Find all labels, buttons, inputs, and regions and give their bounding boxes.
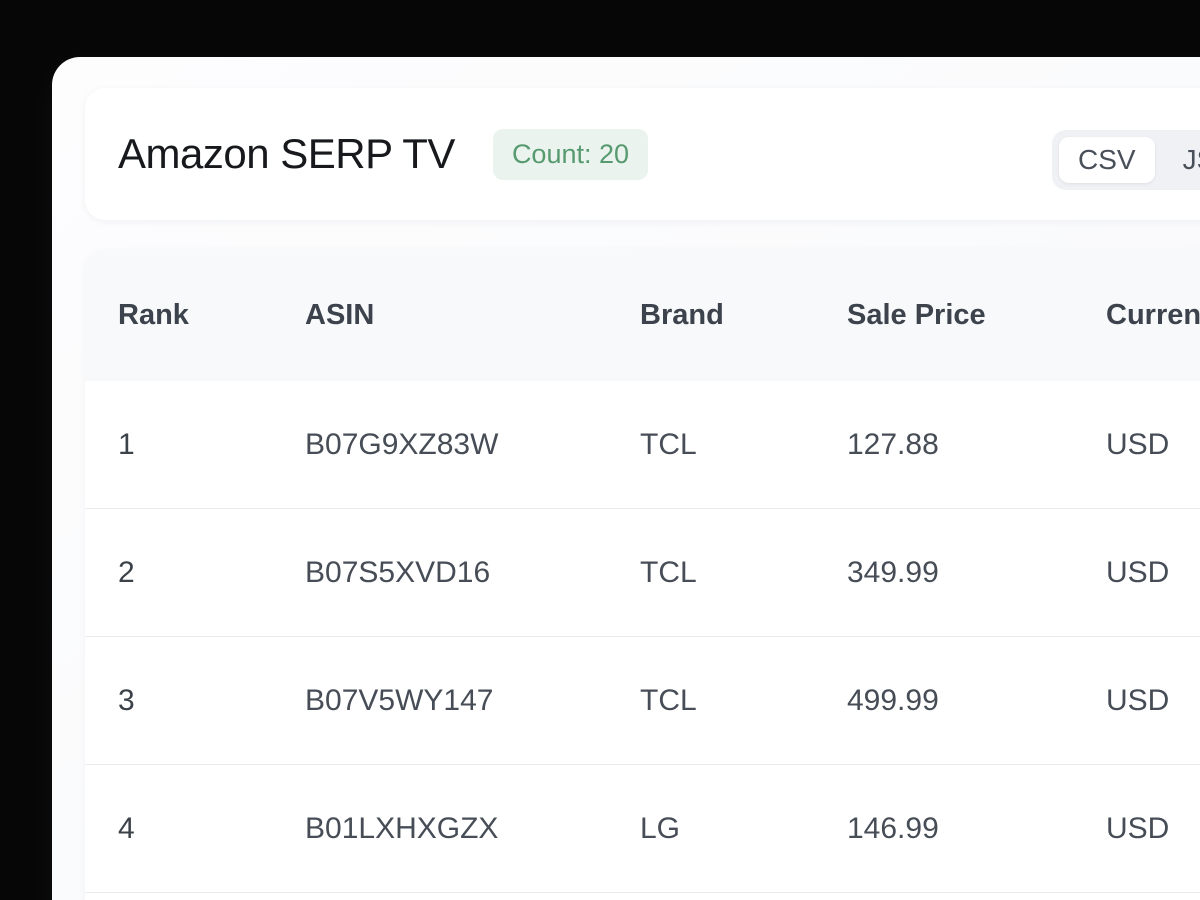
cell-sale-price: 349.99 <box>847 555 939 589</box>
export-format-switch: CSV JSON <box>1052 130 1200 190</box>
page-title: Amazon SERP TV <box>118 130 455 177</box>
column-header-brand: Brand <box>640 298 724 331</box>
cell-brand: TCL <box>640 683 697 717</box>
cell-sale-price: 499.99 <box>847 683 939 717</box>
count-badge: Count: 20 <box>492 128 649 180</box>
cell-currency: USD <box>1106 811 1170 845</box>
column-header-asin: ASIN <box>305 298 375 331</box>
table-row: 1 B07G9XZ83W TCL 127.88 USD <box>85 381 1200 509</box>
cell-brand: TCL <box>640 427 697 461</box>
table-header-row: Rank ASIN Brand Sale Price Currency <box>85 249 1200 381</box>
results-table: Rank ASIN Brand Sale Price Currency 1 B0… <box>85 249 1200 900</box>
cell-rank: 4 <box>118 811 135 845</box>
cell-sale-price: 146.99 <box>847 811 939 845</box>
content-panel: Amazon SERP TV Count: 20 CSV JSON Rank A… <box>52 57 1200 900</box>
table-row: 2 B07S5XVD16 TCL 349.99 USD <box>85 509 1200 637</box>
cell-asin: B07G9XZ83W <box>305 427 499 461</box>
header-bar: Amazon SERP TV Count: 20 CSV JSON <box>85 88 1200 220</box>
column-header-rank: Rank <box>118 298 189 331</box>
cell-rank: 3 <box>118 683 135 717</box>
table-row: 3 B07V5WY147 TCL 499.99 USD <box>85 637 1200 765</box>
column-header-sale-price: Sale Price <box>847 298 986 331</box>
cell-sale-price: 127.88 <box>847 427 939 461</box>
json-export-button[interactable]: JSON <box>1164 137 1200 183</box>
cell-asin: B07V5WY147 <box>305 683 494 717</box>
cell-brand: TCL <box>640 555 697 589</box>
cell-currency: USD <box>1106 427 1170 461</box>
cell-asin: B07S5XVD16 <box>305 555 491 589</box>
cell-rank: 1 <box>118 427 135 461</box>
cell-currency: USD <box>1106 555 1170 589</box>
cell-rank: 2 <box>118 555 135 589</box>
cell-currency: USD <box>1106 683 1170 717</box>
column-header-currency: Currency <box>1106 298 1200 331</box>
cell-brand: LG <box>640 811 681 845</box>
table-row: 4 B01LXHXGZX LG 146.99 USD <box>85 765 1200 893</box>
csv-export-button[interactable]: CSV <box>1059 137 1155 183</box>
cell-asin: B01LXHXGZX <box>305 811 499 845</box>
